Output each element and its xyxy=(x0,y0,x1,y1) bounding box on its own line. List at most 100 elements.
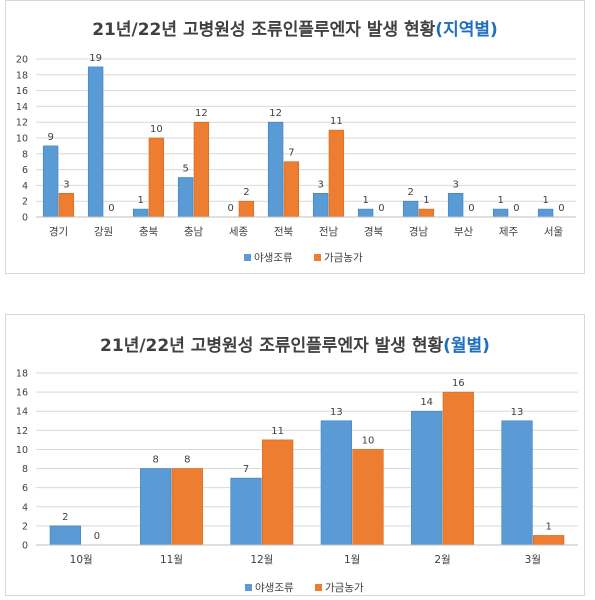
data-label: 1 xyxy=(362,195,368,206)
data-label: 0 xyxy=(513,203,519,214)
y-tick-label: 14 xyxy=(16,102,28,113)
data-label: 8 xyxy=(184,455,190,466)
bar-series-1 xyxy=(411,410,443,546)
data-label: 0 xyxy=(378,203,384,214)
x-tick-label: 서울 xyxy=(544,226,564,238)
chart-panel-month: 21년/22년 고병원성 조류인플루엔자 발생 현황(월별) 0 2 4 6 8 10 12… xyxy=(5,314,585,596)
legend-swatch xyxy=(315,584,322,591)
bar-series-2 xyxy=(148,137,165,218)
bar-series-1 xyxy=(177,177,194,218)
x-tick-label: 세종 xyxy=(229,226,249,238)
data-label: 9 xyxy=(47,132,53,143)
bar-series-1 xyxy=(402,200,419,218)
legend-label: 가금농가 xyxy=(325,582,364,594)
y-tick-label: 10 xyxy=(16,445,28,456)
y-tick-label: 2 xyxy=(22,197,28,208)
data-label: 13 xyxy=(330,407,343,418)
bar-series-2 xyxy=(328,129,345,218)
data-label: 10 xyxy=(150,124,163,135)
data-label: 8 xyxy=(153,455,159,466)
data-label: 3 xyxy=(317,179,323,190)
chart-title: 21년/22년 고병원성 조류인플루엔자 발생 현황(지역별) xyxy=(92,20,498,40)
bar-series-1 xyxy=(501,420,533,546)
x-tick-label: 전남 xyxy=(319,226,339,238)
data-label: 7 xyxy=(288,148,294,159)
bar-series-1 xyxy=(312,193,329,218)
legend-swatch xyxy=(244,254,251,261)
data-label: 2 xyxy=(407,187,413,198)
bar-series-1 xyxy=(132,208,149,218)
region-bar-chart: 02468101214161820경기93강원190충북110충남512세종02… xyxy=(16,53,576,264)
y-tick-label: 18 xyxy=(16,70,28,81)
bar-series-1 xyxy=(49,525,81,546)
y-tick-label: 16 xyxy=(16,388,28,399)
bar-series-2 xyxy=(262,439,294,546)
data-label: 10 xyxy=(362,435,375,446)
data-label: 11 xyxy=(271,426,284,437)
bar-series-1 xyxy=(230,477,262,546)
x-tick-label: 강원 xyxy=(94,226,113,238)
x-tick-label: 3월 xyxy=(525,554,541,566)
y-tick-label: 12 xyxy=(16,426,28,437)
data-label: 13 xyxy=(511,407,524,418)
bar-series-1 xyxy=(42,145,59,218)
data-label: 14 xyxy=(420,397,433,408)
data-label: 16 xyxy=(452,378,465,389)
bar-series-1 xyxy=(320,420,352,546)
data-label: 1 xyxy=(542,195,548,206)
data-label: 2 xyxy=(62,512,68,523)
legend-swatch xyxy=(245,584,252,591)
data-label: 1 xyxy=(423,195,429,206)
data-label: 1 xyxy=(137,195,143,206)
y-tick-label: 16 xyxy=(16,86,28,97)
y-tick-label: 4 xyxy=(22,181,28,192)
x-tick-label: 2월 xyxy=(434,554,450,566)
data-label: 11 xyxy=(330,116,343,127)
y-tick-label: 20 xyxy=(16,55,28,66)
data-label: 0 xyxy=(108,203,114,214)
y-tick-label: 8 xyxy=(22,464,28,475)
bar-series-1 xyxy=(140,468,172,546)
data-label: 5 xyxy=(182,164,188,175)
x-tick-label: 경남 xyxy=(409,225,429,238)
data-label: 0 xyxy=(468,203,474,214)
data-label: 1 xyxy=(545,521,551,532)
legend-swatch xyxy=(314,254,321,261)
x-tick-label: 경북 xyxy=(364,225,384,238)
x-tick-label: 10월 xyxy=(70,554,93,566)
y-tick-label: 2 xyxy=(22,521,28,532)
y-tick-label: 18 xyxy=(16,369,28,380)
bar-series-2 xyxy=(533,535,565,546)
y-tick-label: 0 xyxy=(22,541,28,552)
month-bar-chart: 0 2 4 6 8 10 12 14 16 18 10월 2 0 11월 8 8 12월 7 11 1월 13 10 2월 1… xyxy=(16,369,578,594)
x-tick-label: 1월 xyxy=(344,554,360,566)
bar-series-2 xyxy=(238,200,255,218)
bar-series-2 xyxy=(442,391,474,546)
x-tick-label: 충남 xyxy=(184,226,204,238)
bar-series-1 xyxy=(447,193,464,218)
bar-series-1 xyxy=(87,66,104,218)
bar-series-1 xyxy=(267,121,284,218)
data-label: 0 xyxy=(558,203,564,214)
bar-series-2 xyxy=(58,193,75,218)
bar-series-1 xyxy=(357,208,374,218)
chart-title: 21년/22년 고병원성 조류인플루엔자 발생 현황(월별) xyxy=(100,336,490,356)
y-tick-label: 6 xyxy=(22,165,28,176)
y-tick-label: 14 xyxy=(16,407,28,418)
bar-series-2 xyxy=(418,208,435,218)
x-tick-label: 제주 xyxy=(499,226,519,238)
x-tick-label: 충북 xyxy=(139,226,159,238)
x-tick-label: 11월 xyxy=(160,554,183,566)
y-tick-label: 0 xyxy=(22,213,28,224)
data-label: 12 xyxy=(269,108,282,119)
bar-series-2 xyxy=(352,449,384,546)
data-label: 12 xyxy=(195,108,208,119)
y-tick-label: 4 xyxy=(22,502,28,513)
legend-label: 야생조류 xyxy=(254,251,293,264)
y-tick-label: 6 xyxy=(22,483,28,494)
bar-series-2 xyxy=(193,121,210,218)
bar-series-1 xyxy=(492,208,509,218)
x-tick-label: 12월 xyxy=(250,554,273,566)
data-label: 1 xyxy=(497,195,503,206)
bar-series-2 xyxy=(171,468,203,546)
